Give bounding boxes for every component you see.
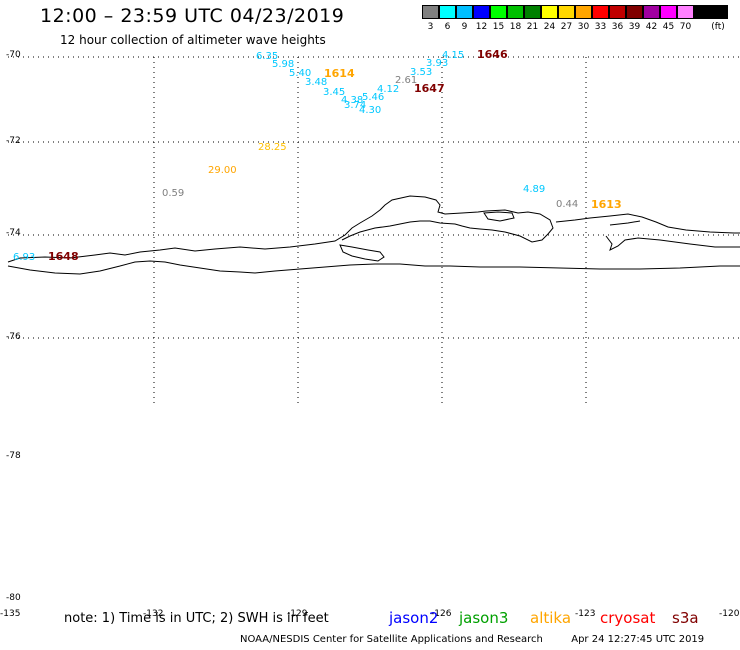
legend-label: 12 — [475, 22, 488, 32]
legend-swatch — [541, 5, 558, 19]
legend-swatch — [456, 5, 473, 19]
legend-swatch — [677, 5, 694, 19]
lat-label: -76 — [6, 332, 21, 342]
coastline-west-edge — [7, 265, 121, 275]
legend-label: 39 — [628, 22, 641, 32]
legend-swatch — [592, 5, 609, 19]
coastline-east-shelf — [555, 213, 740, 234]
swh-observation: 28.25 — [258, 142, 287, 153]
legend-swatch — [694, 5, 728, 19]
legend-label: 45 — [662, 22, 675, 32]
legend-swatch — [660, 5, 677, 19]
lon-label: -132 — [143, 609, 164, 619]
credit-line: NOAA/NESDIS Center for Satellite Applica… — [240, 634, 704, 645]
swh-observation: 4.89 — [523, 184, 546, 195]
lat-label: -80 — [6, 593, 21, 603]
legend-label: 3 — [427, 22, 434, 32]
legend-label: 42 — [645, 22, 658, 32]
lon-label: -135 — [0, 609, 21, 619]
legend-swatch — [473, 5, 490, 19]
legend-swatch — [524, 5, 541, 19]
pass-time-label: 1613 — [591, 198, 622, 211]
swh-observation: 3.45 — [323, 87, 346, 98]
lon-label: -120 — [719, 609, 740, 619]
swh-observation: 2.61 — [395, 75, 418, 86]
legend-swatch — [575, 5, 592, 19]
swh-observation: 3.48 — [305, 77, 328, 88]
swh-observation: 4.30 — [359, 105, 382, 116]
coastline-islet — [483, 211, 515, 222]
pass-time-label: 1647 — [414, 82, 445, 95]
swh-observation: 0.44 — [556, 199, 579, 210]
legend-label: 6 — [444, 22, 451, 32]
legend-swatch — [507, 5, 524, 19]
legend-label: 70 — [679, 22, 692, 32]
swh-observation: 4.12 — [377, 84, 400, 95]
swh-observation: 5.46 — [362, 92, 385, 103]
map-subtitle: 12 hour collection of altimeter wave hei… — [60, 33, 326, 47]
legend-label: 30 — [577, 22, 590, 32]
swh-observation: 4.38 — [341, 95, 364, 106]
lat-label: -78 — [6, 451, 21, 461]
lat-label: -74 — [6, 228, 21, 238]
swh-observation: 29.00 — [208, 165, 237, 176]
satellite-cryosat: cryosat — [600, 609, 656, 627]
legend-swatch — [490, 5, 507, 19]
legend-label: 27 — [560, 22, 573, 32]
legend-units: (ft) — [711, 22, 725, 32]
legend-swatch — [643, 5, 660, 19]
satellite-jason3: jason3 — [459, 609, 509, 627]
satellite-altika: altika — [530, 609, 572, 627]
satellite-jason2: jason2 — [389, 609, 439, 627]
coastline-ice-shelf-front — [7, 195, 554, 263]
legend-label: 18 — [509, 22, 522, 32]
satellite-s3a: s3a — [672, 609, 699, 627]
legend-label: 21 — [526, 22, 539, 32]
pass-time-label: 1614 — [324, 67, 355, 80]
swh-observation: 5.40 — [289, 68, 312, 79]
coastline-islet — [339, 244, 385, 262]
legend-swatch — [422, 5, 439, 19]
legend-swatch — [609, 5, 626, 19]
swh-observation: 4.15 — [442, 50, 465, 61]
legend-label: 33 — [594, 22, 607, 32]
legend-swatch — [558, 5, 575, 19]
coastline-east-shelf-bay — [605, 235, 740, 251]
coastline-east-shelf-inner — [609, 220, 641, 226]
legend-label: 36 — [611, 22, 624, 32]
swh-observation: 3.74 — [344, 100, 367, 111]
swh-observation: 6.35 — [256, 51, 279, 62]
graticule — [8, 56, 740, 405]
units-note: note: 1) Time is in UTC; 2) SWH is in fe… — [64, 611, 329, 626]
legend-swatch — [626, 5, 643, 19]
legend-label: 24 — [543, 22, 556, 32]
swh-observation: 6.93 — [13, 252, 36, 263]
swh-observation: 3.93 — [426, 58, 449, 69]
map-title: 12:00 – 23:59 UTC 04/23/2019 — [40, 5, 345, 27]
swh-observation: 5.98 — [272, 59, 295, 70]
pass-time-label: 1646 — [477, 48, 508, 61]
credit-text: NOAA/NESDIS Center for Satellite Applica… — [240, 634, 543, 645]
legend-swatch — [439, 5, 456, 19]
coastline-inner — [119, 260, 740, 274]
swh-observation: 3.53 — [410, 67, 433, 78]
pass-time-label: 1648 — [48, 250, 79, 263]
lat-label: -70 — [6, 50, 21, 60]
swh-observation: 0.59 — [162, 188, 185, 199]
lon-label: -126 — [431, 609, 452, 619]
lat-label: -72 — [6, 136, 21, 146]
lon-label: -129 — [287, 609, 308, 619]
generated-timestamp: Apr 24 12:27:45 UTC 2019 — [571, 634, 705, 645]
legend-label: 15 — [492, 22, 505, 32]
legend-label: 9 — [461, 22, 468, 32]
lon-label: -123 — [575, 609, 596, 619]
coastline — [7, 195, 740, 275]
